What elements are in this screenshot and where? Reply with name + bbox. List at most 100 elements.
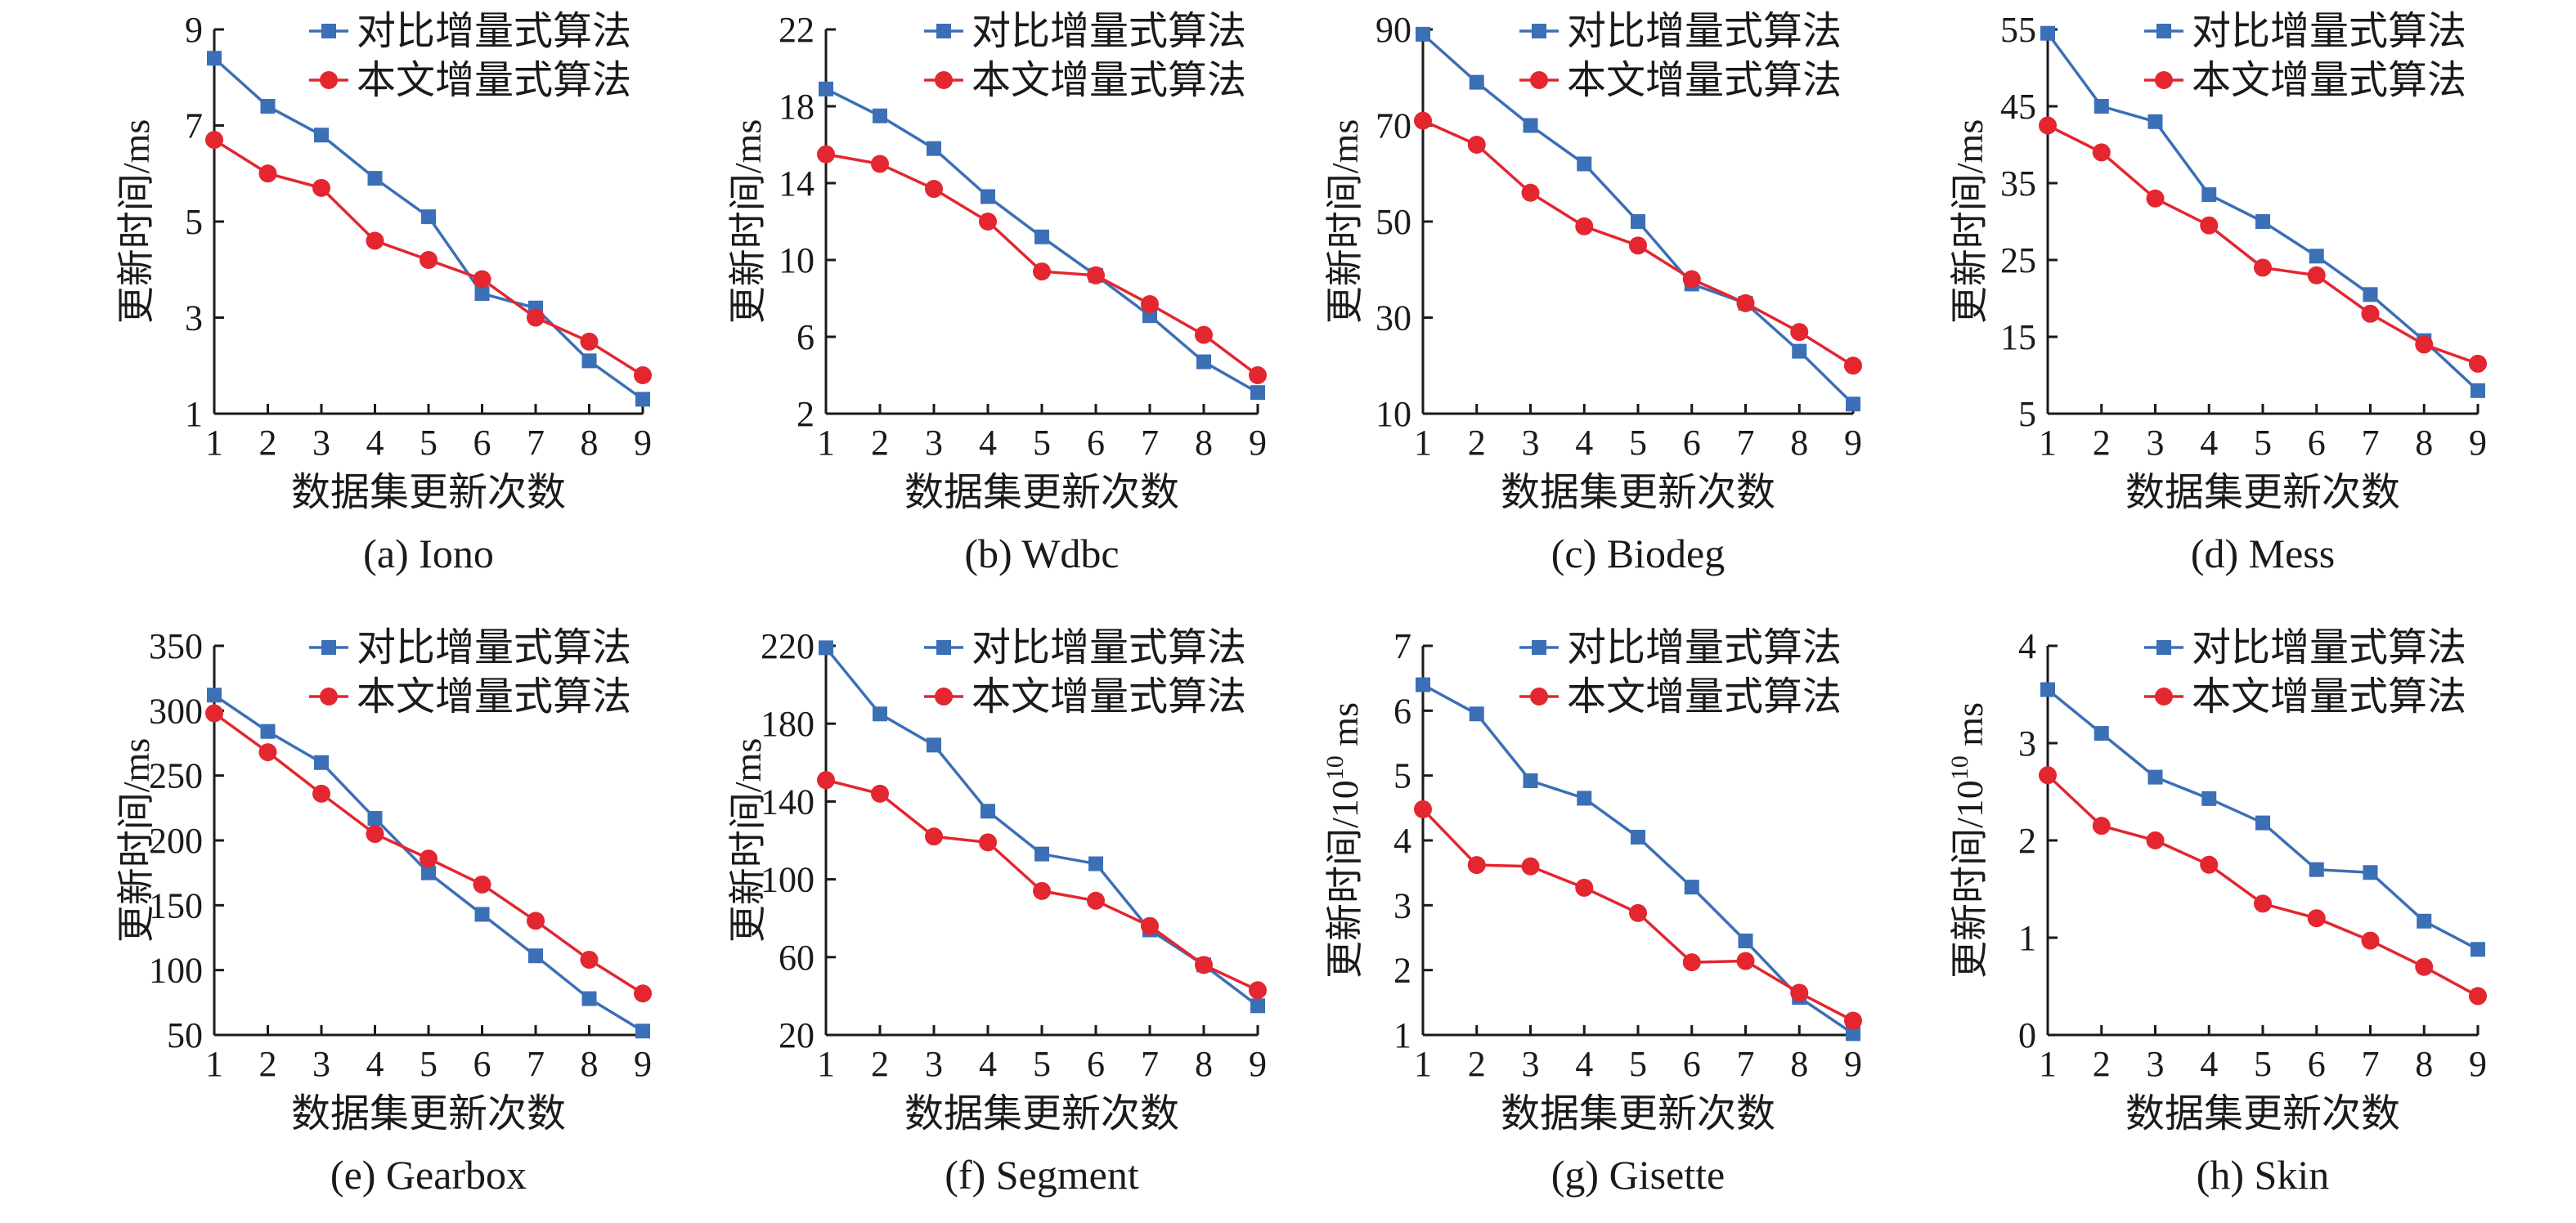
x-tick-label: 6 [473,423,491,463]
data-point-square [2040,25,2055,41]
data-point-square [2255,815,2270,831]
x-tick-label: 2 [2093,423,2111,463]
data-point-square [981,804,995,819]
legend-label: 对比增量式算法 [972,626,1246,670]
data-point-square [1738,933,1753,948]
data-point-square [1469,706,1484,722]
data-point-square [1631,830,1645,845]
x-tick-label: 6 [1683,1044,1701,1084]
x-tick-label: 8 [2415,423,2433,463]
y-tick-label: 3 [1393,885,1411,925]
data-point-circle [1087,266,1105,284]
data-point-square [1577,156,1592,172]
x-tick-label: 6 [1087,423,1105,463]
x-axis-title: 数据集更新次数 [2125,1092,2400,1136]
data-point-circle [1682,953,1701,972]
data-point-circle [1682,270,1701,289]
data-point-circle [366,231,384,250]
y-tick-label: 2 [1393,951,1411,991]
data-point-square [2363,287,2378,302]
data-point-square [207,688,222,703]
y-tick-label: 30 [1376,298,1411,338]
y-axis-title: 更新时间/ms [115,738,157,943]
data-point-square [1196,354,1211,370]
data-point-square [581,353,597,369]
x-tick-label: 9 [634,423,652,463]
data-point-square [635,392,650,407]
data-point-square [260,723,276,739]
data-point-square [2309,249,2324,264]
x-axis-title: 数据集更新次数 [1501,1092,1775,1136]
panel-caption: (e) Gearbox [330,1152,527,1198]
x-tick-label: 1 [205,423,223,463]
data-point-square [1523,773,1538,789]
legend-marker-square [321,24,336,38]
x-tick-label: 8 [1195,423,1213,463]
x-tick-label: 7 [1737,423,1755,463]
data-point-circle [979,213,997,231]
y-tick-label: 150 [149,885,203,925]
x-tick-label: 7 [2362,423,2380,463]
y-axis-title-main: 更新时间/ms [1949,119,1990,324]
x-tick-label: 7 [527,1044,545,1084]
y-tick-label: 140 [761,782,815,822]
y-tick-label: 5 [2018,394,2036,434]
panel-caption: (a) Iono [363,531,494,576]
data-point-circle [527,912,545,930]
x-tick-label: 7 [527,423,545,463]
data-point-square [1034,229,1049,244]
data-point-circle [473,875,491,894]
legend-marker-square [936,24,951,38]
data-point-square [314,128,329,143]
x-tick-label: 5 [1033,423,1051,463]
y-tick-label: 5 [185,202,203,242]
data-point-circle [1844,1011,1862,1030]
x-tick-label: 7 [2362,1044,2380,1084]
legend-label: 对比增量式算法 [1567,626,1842,670]
data-point-circle [1844,356,1862,375]
series-line-1 [213,56,644,401]
data-point-circle [420,251,438,269]
panel-caption: (c) Biodeg [1551,531,1725,576]
data-point-square [367,171,383,186]
x-axis-title: 数据集更新次数 [1501,471,1775,514]
x-tick-label: 2 [1468,423,1486,463]
x-tick-label: 1 [205,1044,223,1084]
data-point-circle [817,145,835,164]
x-tick-label: 4 [1575,1044,1593,1084]
x-tick-label: 8 [1790,423,1808,463]
x-tick-label: 3 [2147,1044,2165,1084]
data-point-circle [580,950,599,969]
data-point-circle [1467,856,1486,875]
data-point-circle [979,833,997,852]
legend-marker-circle [2155,71,2173,89]
legend-label: 本文增量式算法 [972,59,1246,102]
y-axis-title-main: 更新时间/10 [1949,780,1990,979]
x-tick-label: 2 [871,423,889,463]
x-tick-label: 3 [312,1044,330,1084]
y-tick-label: 9 [185,10,203,50]
data-point-circle [1629,236,1647,255]
data-point-square [2201,187,2217,203]
x-tick-label: 6 [1683,423,1701,463]
y-tick-label: 3 [2018,723,2036,764]
data-point-square [421,865,436,880]
data-point-circle [2039,116,2057,135]
data-point-circle [634,984,652,1003]
y-axis-title-main: 更新时间/10 [1324,780,1366,979]
x-tick-label: 9 [2469,1044,2487,1084]
data-point-square [1034,846,1049,862]
data-point-circle [1195,325,1213,344]
x-tick-label: 9 [634,1044,652,1084]
data-point-circle [1575,217,1594,235]
legend-marker-square [936,640,951,655]
legend-marker-square [321,640,336,655]
legend-label: 本文增量式算法 [1567,59,1842,102]
data-point-square [1250,998,1265,1014]
data-point-square [1631,214,1645,229]
x-tick-label: 8 [1195,1044,1213,1084]
